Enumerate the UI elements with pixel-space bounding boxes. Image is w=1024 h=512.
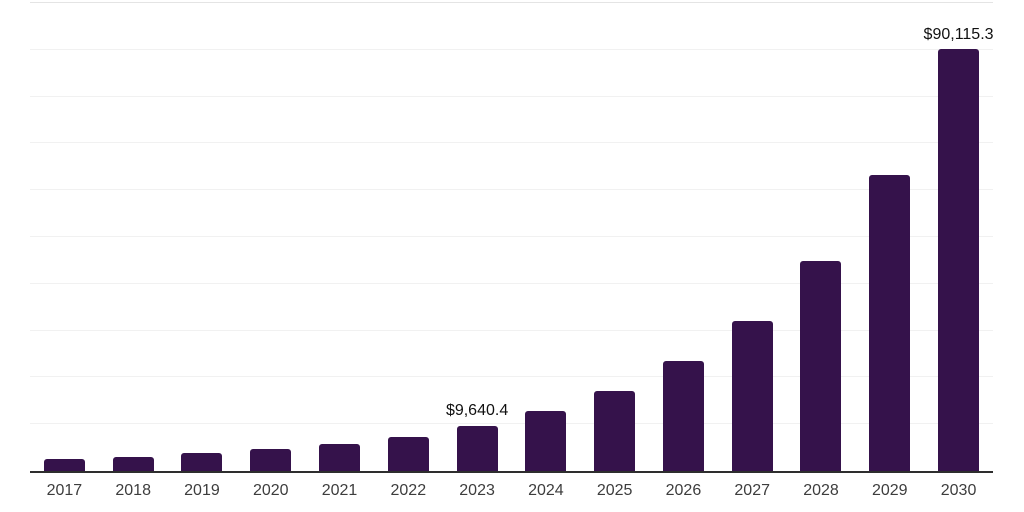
bar-slot-2025: [580, 3, 649, 471]
bar-2017: [43, 458, 85, 471]
gridline-30000: [30, 329, 993, 331]
bar-2021: [319, 444, 361, 471]
x-tick-2023: 2023: [459, 482, 495, 499]
bar-2022: [387, 436, 429, 471]
bar-slot-2018: [99, 3, 168, 471]
gridline-20000: [30, 376, 993, 378]
bar-2029: [869, 175, 911, 471]
gridline-100000: [30, 2, 993, 3]
gridline-70000: [30, 142, 993, 144]
bar-slot-2023: $9,640.4: [443, 3, 512, 471]
x-tick-2027: 2027: [734, 482, 770, 499]
bar-slot-2019: [168, 3, 237, 471]
bar-slot-2024: [511, 3, 580, 471]
bar-slot-2028: [787, 3, 856, 471]
x-axis-ticks: 2017 2018 2019 2020 2021 2022 2023 2024 2025 2026…: [30, 473, 993, 511]
bar-slot-2017: [30, 3, 99, 471]
x-tick-2028: 2028: [803, 482, 839, 499]
x-tick-2026: 2026: [665, 482, 702, 499]
x-tick-2018: 2018: [115, 482, 151, 499]
x-tick-2029: 2029: [871, 482, 908, 499]
gridline-80000: [30, 95, 993, 97]
bar-slot-2020: [236, 3, 305, 471]
bar-2028: [800, 260, 842, 471]
x-axis-line: [30, 471, 993, 473]
bar-2025: [594, 390, 636, 471]
bar-2030: [938, 49, 980, 471]
gridline-10000: [30, 423, 993, 425]
x-tick-2030: 2030: [940, 482, 977, 499]
bar-2024: [525, 411, 567, 471]
bar-2018: [112, 456, 154, 471]
x-tick-2021: 2021: [321, 482, 358, 499]
x-tick-2020: 2020: [252, 482, 289, 499]
gridline-50000: [30, 236, 993, 237]
data-label-2023: $9,640.4: [445, 402, 509, 420]
gridline-90000: [30, 48, 993, 50]
x-tick-2022: 2022: [390, 482, 427, 499]
bar-2026: [662, 361, 704, 471]
data-label-2030: $90,115.3: [923, 25, 994, 43]
bar-slot-2030: $90,115.3: [923, 3, 994, 471]
bar-2019: [181, 452, 223, 471]
bars: $9,640.4 $90,115.3: [30, 3, 994, 471]
bar-slot-2029: [855, 3, 924, 471]
bar-slot-2021: [305, 3, 374, 471]
x-tick-2025: 2025: [596, 482, 633, 499]
bar-slot-2022: [374, 3, 443, 471]
plot-area: $9,640.4 $90,115.3: [30, 2, 994, 473]
bar-slot-2026: [649, 3, 718, 471]
gridline-40000: [30, 282, 993, 284]
bar-2023: [456, 425, 498, 471]
x-tick-2024: 2024: [528, 482, 564, 499]
bar-2020: [250, 449, 292, 471]
bar-slot-2027: [718, 3, 787, 471]
bar-2027: [731, 321, 773, 471]
x-tick-2019: 2019: [184, 482, 220, 499]
gridline-60000: [30, 189, 993, 191]
x-tick-2017: 2017: [46, 482, 83, 499]
